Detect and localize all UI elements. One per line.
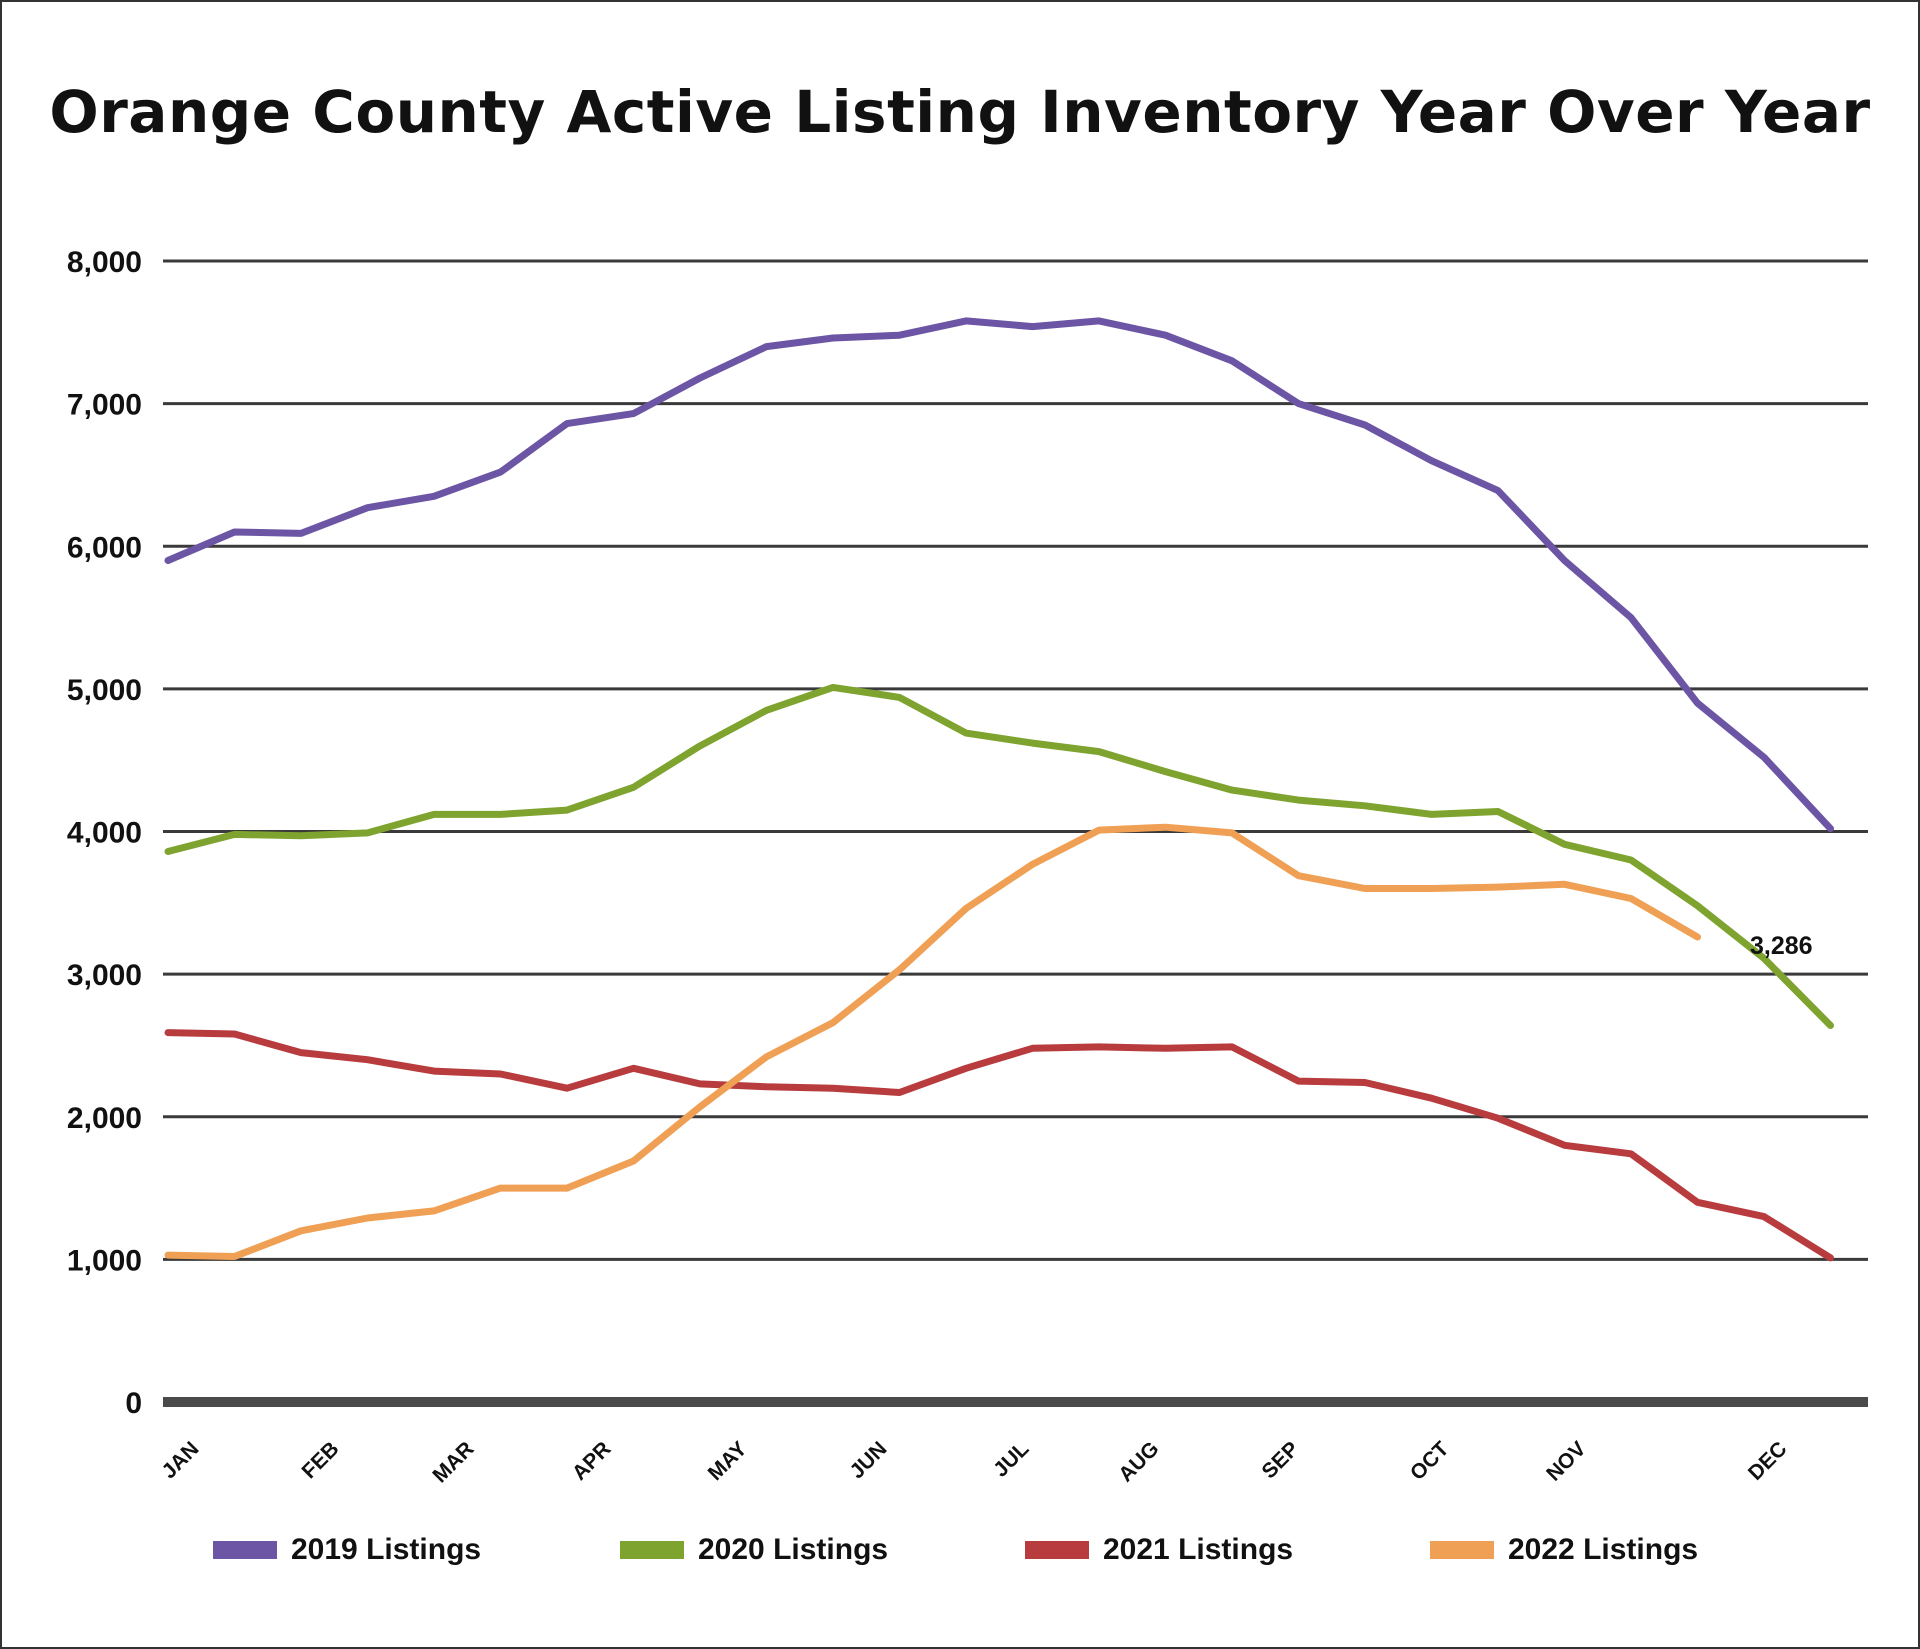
x-tick-label: DEC <box>1744 1437 1792 1485</box>
x-tick-label: MAY <box>704 1437 752 1485</box>
legend-label: 2019 Listings <box>291 1533 482 1566</box>
data-label-annotation: 3,286 <box>1750 932 1813 960</box>
x-tick-label: JAN <box>158 1437 204 1483</box>
series-line-2020 <box>164 683 1834 1029</box>
y-tick-label: 7,000 <box>67 389 142 422</box>
legend-label: 2021 Listings <box>1103 1533 1294 1566</box>
x-tick-label: OCT <box>1406 1437 1454 1485</box>
y-tick-label: 8,000 <box>67 246 142 279</box>
legend-swatch <box>213 1541 277 1559</box>
legend-label: 2020 Listings <box>698 1533 889 1566</box>
y-tick-label: 1,000 <box>67 1244 142 1277</box>
x-tick-label: JUL <box>989 1437 1033 1481</box>
chart-title: Orange County Active Listing Inventory Y… <box>49 78 1871 146</box>
legend-item: 2021 Listings <box>1025 1528 1293 1572</box>
x-tick-label: NOV <box>1542 1437 1590 1485</box>
legend-swatch <box>620 1541 684 1559</box>
y-tick-label: 2,000 <box>67 1102 142 1135</box>
legend-swatch <box>1430 1541 1494 1559</box>
x-tick-label: AUG <box>1114 1437 1163 1486</box>
x-tick-label: MAR <box>428 1437 478 1487</box>
x-tick-label: JUN <box>846 1437 892 1483</box>
x-tick-label: APR <box>568 1437 616 1485</box>
series-line-2022 <box>164 823 1701 1260</box>
y-tick-label: 3,000 <box>67 959 142 992</box>
chart-legend: 2019 Listings 2020 Listings 2021 Listings 2… <box>0 1528 1920 1572</box>
legend-swatch <box>1025 1541 1089 1559</box>
y-tick-label: 5,000 <box>67 674 142 707</box>
legend-item: 2020 Listings <box>620 1528 888 1572</box>
x-tick-label: SEP <box>1258 1437 1304 1483</box>
legend-item: 2022 Listings <box>1430 1528 1698 1572</box>
y-tick-label: 0 <box>125 1387 142 1420</box>
legend-item: 2019 Listings <box>213 1528 481 1572</box>
series-line-2019 <box>164 317 1834 833</box>
y-tick-label: 4,000 <box>67 817 142 850</box>
legend-label: 2022 Listings <box>1508 1533 1699 1566</box>
series-line-2021 <box>164 1029 1834 1262</box>
y-tick-label: 6,000 <box>67 531 142 564</box>
x-tick-label: FEB <box>298 1437 344 1483</box>
